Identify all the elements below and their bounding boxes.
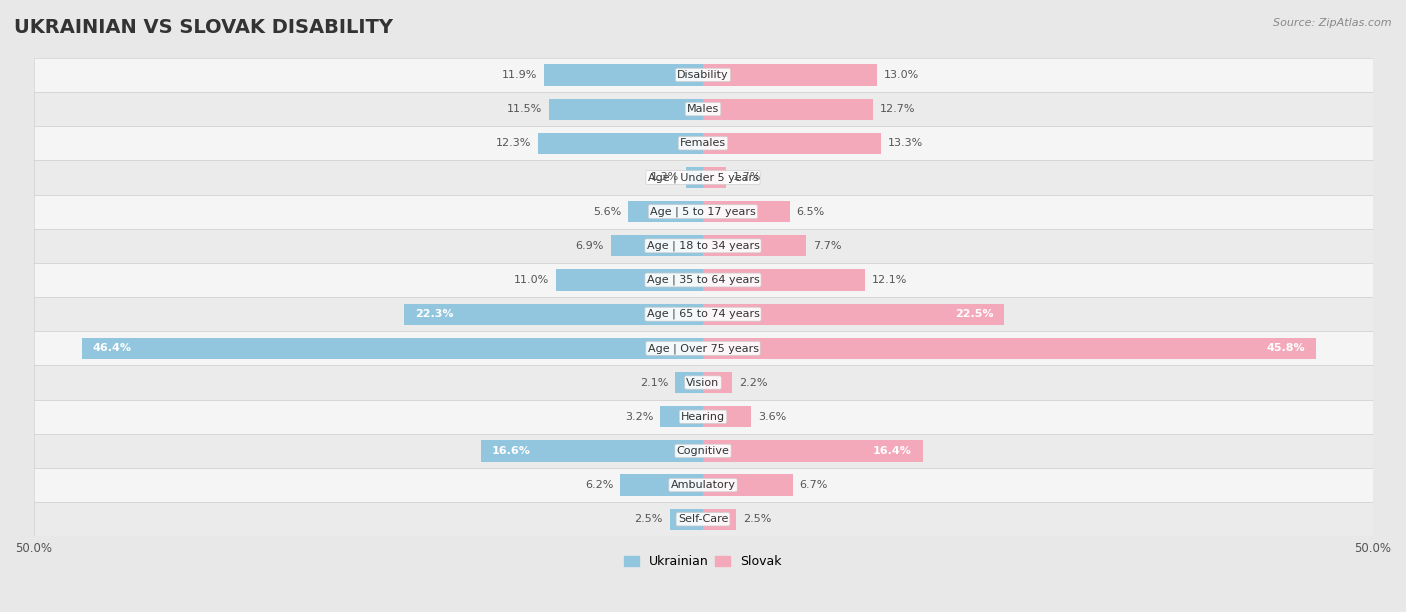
- Bar: [686, 167, 703, 188]
- Bar: [34, 400, 1372, 434]
- Text: 16.6%: 16.6%: [492, 446, 530, 456]
- Text: Ambulatory: Ambulatory: [671, 480, 735, 490]
- Bar: [703, 64, 877, 86]
- Text: 7.7%: 7.7%: [813, 241, 841, 251]
- Bar: [82, 338, 703, 359]
- Text: Self-Care: Self-Care: [678, 514, 728, 524]
- Text: Age | 35 to 64 years: Age | 35 to 64 years: [647, 275, 759, 285]
- Text: Age | 65 to 74 years: Age | 65 to 74 years: [647, 309, 759, 319]
- Bar: [703, 304, 1004, 325]
- Bar: [703, 235, 806, 256]
- Text: 13.0%: 13.0%: [884, 70, 920, 80]
- Bar: [675, 372, 703, 393]
- Bar: [628, 201, 703, 222]
- Bar: [34, 468, 1372, 502]
- Bar: [703, 167, 725, 188]
- Bar: [405, 304, 703, 325]
- Text: 2.5%: 2.5%: [744, 514, 772, 524]
- Text: Age | Over 75 years: Age | Over 75 years: [648, 343, 758, 354]
- Bar: [34, 195, 1372, 229]
- Bar: [34, 434, 1372, 468]
- Text: 3.6%: 3.6%: [758, 412, 786, 422]
- Text: Cognitive: Cognitive: [676, 446, 730, 456]
- Text: 6.9%: 6.9%: [575, 241, 605, 251]
- Text: 2.5%: 2.5%: [634, 514, 662, 524]
- Bar: [669, 509, 703, 530]
- Text: Age | Under 5 years: Age | Under 5 years: [648, 172, 758, 183]
- Text: Age | 5 to 17 years: Age | 5 to 17 years: [650, 206, 756, 217]
- Legend: Ukrainian, Slovak: Ukrainian, Slovak: [619, 550, 787, 573]
- Text: 45.8%: 45.8%: [1267, 343, 1306, 353]
- Bar: [703, 406, 751, 427]
- Text: 11.5%: 11.5%: [508, 104, 543, 114]
- Text: 1.7%: 1.7%: [733, 173, 761, 182]
- Text: 46.4%: 46.4%: [93, 343, 131, 353]
- Text: 2.2%: 2.2%: [740, 378, 768, 387]
- Bar: [703, 99, 873, 120]
- Bar: [481, 440, 703, 461]
- Text: 6.2%: 6.2%: [585, 480, 613, 490]
- Text: 11.9%: 11.9%: [502, 70, 537, 80]
- Bar: [34, 297, 1372, 331]
- Bar: [703, 269, 865, 291]
- Text: 11.0%: 11.0%: [513, 275, 548, 285]
- Bar: [620, 474, 703, 496]
- Bar: [34, 263, 1372, 297]
- Bar: [703, 201, 790, 222]
- Bar: [703, 372, 733, 393]
- Bar: [548, 99, 703, 120]
- Bar: [538, 133, 703, 154]
- Bar: [555, 269, 703, 291]
- Bar: [34, 502, 1372, 536]
- Bar: [544, 64, 703, 86]
- Text: 3.2%: 3.2%: [626, 412, 654, 422]
- Bar: [34, 58, 1372, 92]
- Text: 5.6%: 5.6%: [593, 207, 621, 217]
- Text: Hearing: Hearing: [681, 412, 725, 422]
- Text: 1.3%: 1.3%: [651, 173, 679, 182]
- Text: Source: ZipAtlas.com: Source: ZipAtlas.com: [1274, 18, 1392, 28]
- Bar: [34, 331, 1372, 365]
- Text: UKRAINIAN VS SLOVAK DISABILITY: UKRAINIAN VS SLOVAK DISABILITY: [14, 18, 394, 37]
- Text: 12.7%: 12.7%: [880, 104, 915, 114]
- Bar: [34, 365, 1372, 400]
- Text: 22.5%: 22.5%: [955, 309, 994, 319]
- Bar: [34, 126, 1372, 160]
- Bar: [34, 92, 1372, 126]
- Bar: [703, 338, 1316, 359]
- Text: 13.3%: 13.3%: [887, 138, 922, 148]
- Bar: [703, 133, 882, 154]
- Text: 16.4%: 16.4%: [873, 446, 912, 456]
- Text: Vision: Vision: [686, 378, 720, 387]
- Text: 2.1%: 2.1%: [640, 378, 668, 387]
- Bar: [703, 474, 793, 496]
- Bar: [661, 406, 703, 427]
- Text: Age | 18 to 34 years: Age | 18 to 34 years: [647, 241, 759, 251]
- Bar: [703, 509, 737, 530]
- Text: Males: Males: [688, 104, 718, 114]
- Bar: [34, 229, 1372, 263]
- Bar: [34, 160, 1372, 195]
- Text: 12.3%: 12.3%: [496, 138, 531, 148]
- Text: 6.5%: 6.5%: [797, 207, 825, 217]
- Text: 6.7%: 6.7%: [800, 480, 828, 490]
- Text: 22.3%: 22.3%: [415, 309, 454, 319]
- Bar: [703, 440, 922, 461]
- Bar: [610, 235, 703, 256]
- Text: Females: Females: [681, 138, 725, 148]
- Text: 12.1%: 12.1%: [872, 275, 907, 285]
- Text: Disability: Disability: [678, 70, 728, 80]
